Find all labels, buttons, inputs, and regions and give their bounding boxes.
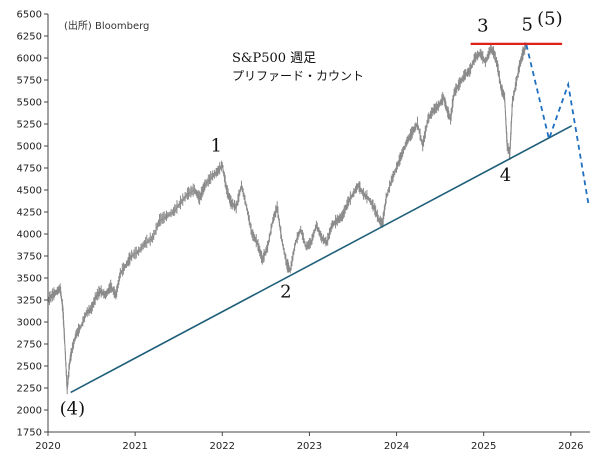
y-tick-label: 2750 [17, 340, 42, 351]
y-tick-label: 6000 [17, 54, 42, 65]
price-series [47, 42, 527, 395]
y-tick-label: 5500 [17, 98, 42, 109]
x-tick-label: 2026 [558, 441, 583, 452]
y-tick-label: 2250 [17, 384, 42, 395]
y-tick-label: 5000 [17, 142, 42, 153]
y-tick-label: 5750 [17, 76, 42, 87]
wave-label: (4) [60, 398, 86, 419]
y-tick-label: 2000 [17, 406, 42, 417]
y-tick-label: 5250 [17, 120, 42, 131]
x-tick-label: 2022 [210, 441, 235, 452]
wave-label: (5) [537, 9, 563, 30]
wave-label: 5 [522, 15, 533, 36]
y-tick-label: 4500 [17, 186, 42, 197]
wave-label: 4 [500, 165, 511, 186]
y-tick-label: 4250 [17, 208, 42, 219]
y-tick-label: 4750 [17, 164, 42, 175]
wave-label: 2 [280, 281, 291, 302]
plot-area [47, 42, 590, 395]
projection-path [525, 44, 590, 204]
x-tick-label: 2024 [384, 441, 409, 452]
wave-label: 3 [477, 16, 488, 37]
y-tick-label: 1750 [17, 428, 42, 439]
chart-subtitle: プリファード・カウント [232, 69, 364, 83]
y-tick-label: 3750 [17, 252, 42, 263]
x-tick-label: 2023 [297, 441, 322, 452]
y-tick-label: 6250 [17, 32, 42, 43]
x-tick-label: 2020 [35, 441, 60, 452]
axes: 1750 2000 2250 2500 2750 3000 3250 3500 3750 4000… [17, 10, 590, 452]
y-tick-label: 2500 [17, 362, 42, 373]
source-label: (出所) Bloomberg [64, 19, 149, 32]
wave-labels: (4) 1 2 3 4 5 (5) [60, 9, 563, 420]
y-tick-label: 4000 [17, 230, 42, 241]
x-tick-label: 2021 [122, 441, 147, 452]
chart-title: S&P500 週足 [232, 51, 316, 66]
y-tick-label: 6500 [17, 10, 42, 21]
x-tick-label: 2025 [471, 441, 496, 452]
x-axis-ticks: 2020 2021 2022 2023 2024 2025 2026 [35, 432, 584, 452]
y-axis-ticks: 1750 2000 2250 2500 2750 3000 3250 3500 3750 4000… [17, 10, 48, 439]
y-tick-label: 3250 [17, 296, 42, 307]
y-tick-label: 3000 [17, 318, 42, 329]
support-trendline [70, 125, 573, 394]
y-tick-label: 3500 [17, 274, 42, 285]
wave-label: 1 [210, 135, 221, 156]
price-line [47, 44, 527, 391]
